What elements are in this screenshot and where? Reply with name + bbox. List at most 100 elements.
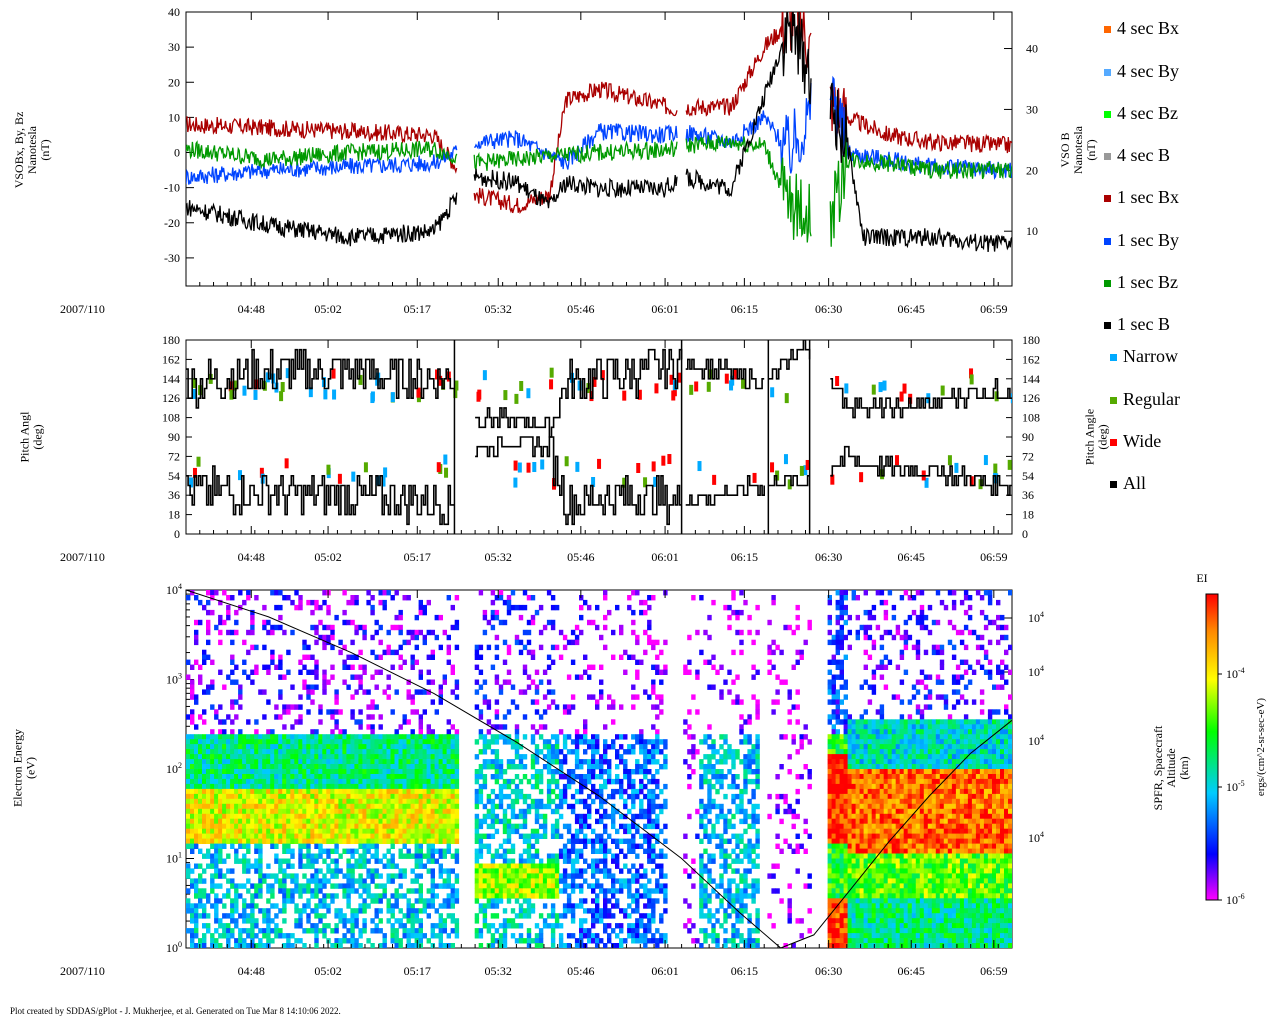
spectrogram-cell [522, 808, 528, 815]
spectrogram-cell [739, 639, 744, 646]
spectrogram-cell [370, 823, 375, 830]
spectrogram-cell [306, 798, 311, 805]
spectrogram-cell [342, 818, 347, 825]
spectrogram-cell [474, 838, 480, 844]
spectrogram-cell [270, 659, 275, 665]
spectrogram-cell [334, 783, 339, 790]
spectrogram-cell [230, 729, 235, 735]
spectrogram-cell [218, 669, 223, 675]
spectrogram-cell [426, 654, 431, 660]
spectrogram-cell [298, 923, 303, 929]
spectrogram-cell [310, 699, 315, 705]
spectrogram-cell [506, 793, 512, 800]
spectrogram-cell [562, 783, 568, 790]
spectrogram-cell [735, 893, 740, 899]
spectrogram-cell [426, 813, 431, 820]
spectrogram-cell [230, 759, 235, 765]
spectrogram-cell [286, 769, 291, 775]
spectrogram-cell [502, 908, 508, 914]
spectrogram-cell [502, 828, 508, 835]
spectrogram-cell [290, 788, 295, 795]
spectrogram-cell [282, 704, 287, 710]
spectrogram-cell [194, 833, 199, 839]
spectrogram-cell [659, 918, 664, 924]
spectrogram-cell [322, 833, 327, 839]
spectrogram-cell [723, 918, 728, 924]
spectrogram-cell [198, 769, 203, 775]
spectrogram-cell [326, 709, 331, 715]
spectrogram-cell [390, 749, 395, 755]
spectrogram-cell [350, 599, 355, 606]
spectrogram-cell [334, 873, 339, 879]
spectrogram-cell [607, 908, 612, 914]
pitch-fragment [513, 477, 518, 488]
pitch-fragment [285, 368, 290, 379]
spectrogram-cell [442, 739, 447, 745]
spectrogram-cell [510, 778, 516, 785]
spectrogram-cell [222, 769, 227, 775]
spectrogram-cell [410, 803, 415, 810]
spectrogram-cell [430, 808, 435, 815]
spectrogram-cell [194, 803, 199, 810]
spectrogram-cell [434, 754, 439, 760]
spectrogram-cell [639, 764, 644, 770]
spectrogram-cell [390, 928, 395, 934]
spectrogram-cell [510, 843, 516, 849]
spectrogram-cell [314, 664, 319, 670]
spectrogram-cell [374, 778, 379, 785]
spectrogram-cell [723, 943, 728, 948]
spectrogram-cell [350, 788, 355, 795]
y-tick-label: 103 [166, 672, 182, 687]
spectrogram-cell [246, 793, 251, 800]
spectrogram-cell [254, 754, 259, 760]
spectrogram-cell [518, 858, 524, 864]
spectrogram-cell [490, 868, 496, 874]
spectrogram-cell [386, 759, 391, 765]
spectrogram-cell [430, 729, 435, 735]
spectrogram-cell [599, 838, 604, 844]
spectrogram-cell [226, 923, 231, 929]
spectrogram-cell [370, 749, 375, 755]
spectrogram-cell [246, 833, 251, 839]
spectrogram-cell [719, 744, 724, 750]
spectrogram-cell [242, 739, 247, 745]
spectrogram-cell [514, 604, 520, 611]
spectrogram-cell [522, 898, 528, 904]
spectrogram-cell [583, 599, 588, 606]
spectrogram-cell [739, 759, 744, 765]
spectrogram-cell [627, 933, 632, 939]
spectrogram-cell [226, 778, 231, 785]
spectrogram-cell [258, 843, 263, 849]
spectrogram-cell [398, 828, 403, 835]
spectrogram-cell [370, 769, 375, 775]
pitch-fragment [940, 385, 945, 396]
spectrogram-cell [631, 684, 636, 690]
spectrogram-cell [230, 778, 235, 785]
spectrogram-cell [298, 764, 303, 770]
spectrogram-cell [234, 739, 239, 745]
spectrogram-cell [723, 818, 728, 825]
spectrogram-cell [230, 903, 235, 909]
spectrogram-cell [398, 609, 403, 616]
spectrogram-cell [418, 873, 423, 879]
spectrogram-cell [502, 818, 508, 825]
spectrogram-cell [334, 863, 339, 869]
spectrogram-cell [566, 933, 572, 939]
spectrogram-cell [554, 759, 560, 765]
spectrogram-cell [186, 769, 191, 775]
spectrogram-cell [222, 833, 227, 839]
spectrogram-cell [306, 778, 311, 785]
spectrogram-cell [478, 764, 484, 770]
spectrogram-cell [362, 818, 367, 825]
spectrogram-cell [374, 788, 379, 795]
spectrogram-cell [210, 843, 215, 849]
spectrogram-cell [542, 724, 548, 730]
spectrogram-cell [298, 714, 303, 720]
spectrogram-cell [595, 868, 600, 874]
spectrogram-cell [647, 823, 652, 830]
spectrogram-cell [639, 788, 644, 795]
spectrogram-cell [446, 848, 451, 854]
spectrogram-cell [542, 818, 548, 825]
spectrogram-cell [595, 833, 600, 839]
spectrogram-cell [338, 788, 343, 795]
